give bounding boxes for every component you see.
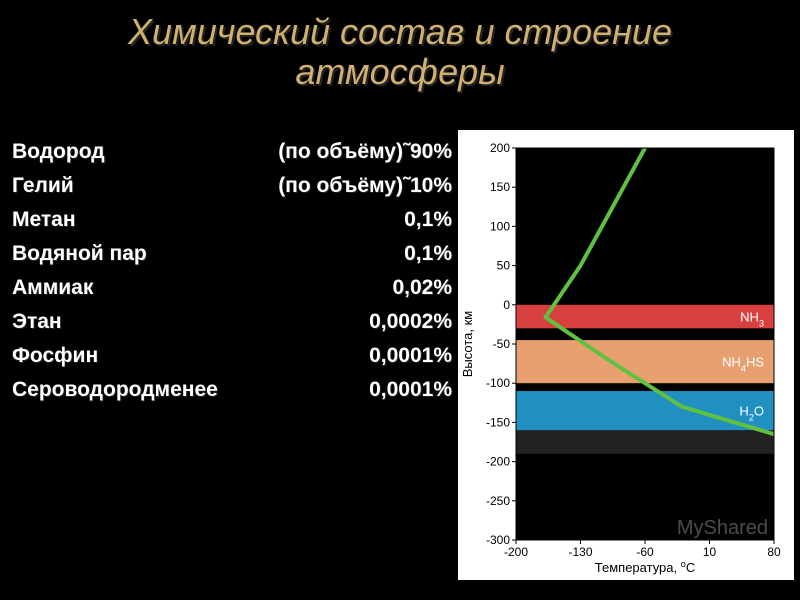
composition-value: (по объёму)˜90% (278, 140, 452, 164)
composition-value: 0,1% (404, 208, 452, 232)
svg-text:100: 100 (490, 219, 510, 233)
composition-name: Аммиак (12, 276, 93, 300)
composition-name: Водяной пар (12, 242, 147, 266)
svg-text:0: 0 (503, 298, 510, 312)
svg-text:80: 80 (767, 545, 781, 559)
composition-name: Сероводородменее (12, 378, 218, 402)
composition-row: Аммиак 0,02% (12, 276, 452, 300)
composition-row: Водяной пар 0,1% (12, 242, 452, 266)
composition-row: Гелий (по объёму)˜10% (12, 174, 452, 198)
svg-text:-100: -100 (486, 376, 510, 390)
composition-value: 0,0001% (369, 344, 452, 368)
composition-value: (по объёму)˜10% (278, 174, 452, 198)
slide-title: Химический состав и строение атмосферы (0, 12, 800, 91)
composition-value: 0,0001% (369, 378, 452, 402)
atmosphere-chart: NH3NH4HSH2O200150100500-50-100-150-200-2… (458, 130, 794, 580)
svg-text:-200: -200 (486, 455, 510, 469)
composition-value: 0,0002% (369, 310, 452, 334)
svg-text:150: 150 (490, 180, 510, 194)
composition-row: Водород (по объёму)˜90% (12, 140, 452, 164)
composition-row: Фосфин 0,0001% (12, 344, 452, 368)
svg-text:200: 200 (490, 141, 510, 155)
svg-text:-250: -250 (486, 494, 510, 508)
composition-value: 0,1% (404, 242, 452, 266)
title-line-2: атмосферы (295, 51, 504, 92)
svg-text:-200: -200 (504, 545, 528, 559)
composition-name: Гелий (12, 174, 74, 198)
svg-text:-60: -60 (636, 545, 654, 559)
composition-name: Водород (12, 140, 105, 164)
svg-text:-50: -50 (493, 337, 511, 351)
title-line-1: Химический состав и строение (128, 11, 672, 52)
composition-row: Сероводородменее 0,0001% (12, 378, 452, 402)
svg-text:Температура, oC: Температура, oC (595, 559, 695, 575)
composition-value: 0,02% (392, 276, 452, 300)
svg-text:10: 10 (703, 545, 717, 559)
composition-name: Метан (12, 208, 76, 232)
svg-text:50: 50 (497, 259, 511, 273)
svg-text:-150: -150 (486, 415, 510, 429)
composition-list: Водород (по объёму)˜90% Гелий (по объёму)˜1… (12, 140, 452, 412)
svg-text:Высота, км: Высота, км (460, 311, 475, 378)
composition-name: Фосфин (12, 344, 98, 368)
composition-name: Этан (12, 310, 62, 334)
composition-row: Метан 0,1% (12, 208, 452, 232)
svg-text:MyShared: MyShared (677, 517, 768, 539)
composition-row: Этан 0,0002% (12, 310, 452, 334)
svg-text:-130: -130 (568, 545, 592, 559)
